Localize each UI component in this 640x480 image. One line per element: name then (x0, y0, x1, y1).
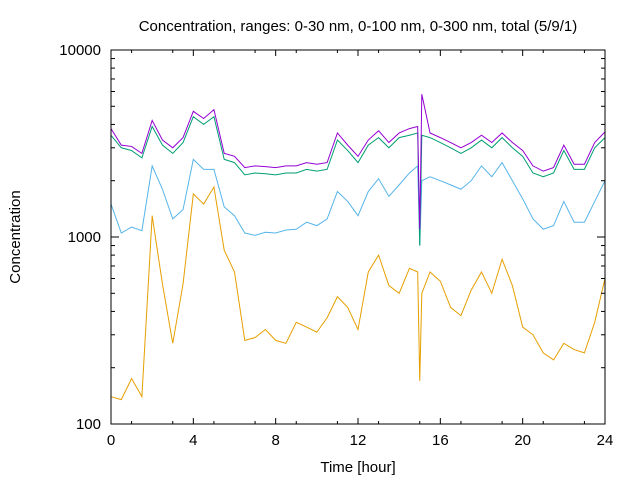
chart-title: Concentration, ranges: 0-30 nm, 0-100 nm… (139, 18, 578, 35)
x-tick-label: 0 (107, 432, 115, 449)
x-tick-label: 12 (350, 432, 367, 449)
series-line-2 (110, 158, 606, 246)
plot-frame (110, 49, 606, 425)
series-line-4 (110, 94, 606, 230)
x-tick-label: 16 (432, 432, 449, 449)
x-tick-label: 8 (271, 432, 279, 449)
y-tick-label: 100 (76, 416, 101, 433)
y-tick-label: 1000 (68, 229, 101, 246)
series-layer (110, 94, 606, 401)
x-tick-label: 24 (597, 432, 614, 449)
x-axis-label: Time [hour] (320, 459, 395, 476)
y-tick-label: 10000 (59, 42, 101, 59)
y-axis-label: Concentration (7, 190, 24, 283)
series-line-3 (110, 115, 606, 246)
series-line-1 (110, 185, 606, 401)
x-tick-label: 20 (514, 432, 531, 449)
x-tick-label: 4 (189, 432, 197, 449)
